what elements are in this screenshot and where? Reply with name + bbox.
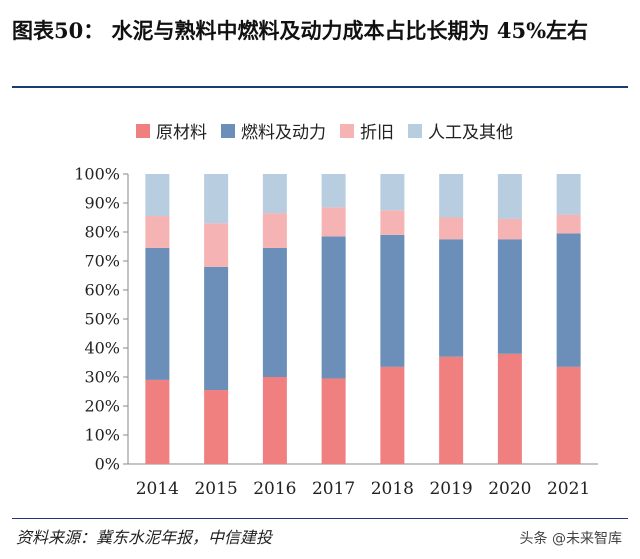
- bar-depreciation-2019: [439, 217, 464, 240]
- bar-fuel-power-2017: [321, 236, 346, 379]
- bar-labor-other-2017: [321, 174, 346, 208]
- bar-raw-material-2020: [497, 353, 522, 464]
- y-tick-label: 100%: [74, 165, 120, 184]
- source-divider: [12, 518, 628, 519]
- legend-item-fuel-power: 燃料及动力: [221, 118, 326, 143]
- legend-item-labor-other: 人工及其他: [408, 118, 513, 143]
- bar-fuel-power-2019: [439, 239, 464, 357]
- bar-raw-material-2015: [204, 390, 229, 464]
- legend: 原材料 燃料及动力 折旧 人工及其他: [136, 118, 527, 143]
- watermark: 头条 @未来智库: [519, 531, 622, 547]
- legend-swatch-labor-other: [408, 123, 422, 138]
- bar-depreciation-2017: [321, 207, 346, 237]
- bar-labor-other-2019: [439, 174, 464, 218]
- y-tick-label: 10%: [84, 426, 120, 445]
- bar-depreciation-2014: [145, 216, 170, 248]
- bar-raw-material-2019: [439, 356, 464, 464]
- bar-labor-other-2014: [145, 174, 170, 217]
- bar-fuel-power-2015: [204, 266, 229, 391]
- x-tick-label: 2014: [136, 479, 179, 499]
- y-tick-label: 30%: [84, 368, 120, 387]
- title-divider: [12, 86, 628, 88]
- bar-labor-other-2020: [497, 174, 522, 219]
- y-tick-label: 60%: [84, 281, 120, 300]
- bar-raw-material-2018: [380, 366, 405, 464]
- legend-item-depreciation: 折旧: [340, 118, 394, 143]
- bar-raw-material-2014: [145, 379, 170, 464]
- x-tick-label: 2017: [312, 479, 355, 499]
- y-tick-label: 20%: [84, 397, 120, 416]
- legend-label-depreciation: 折旧: [360, 123, 394, 143]
- bar-raw-material-2017: [321, 378, 346, 464]
- x-tick-label: 2016: [253, 479, 296, 499]
- x-tick-label: 2021: [547, 479, 590, 499]
- bar-labor-other-2021: [556, 174, 581, 215]
- bar-fuel-power-2014: [145, 247, 170, 380]
- bar-raw-material-2021: [556, 366, 581, 464]
- legend-swatch-fuel-power: [221, 123, 235, 138]
- bar-fuel-power-2021: [556, 233, 581, 367]
- bar-depreciation-2020: [497, 218, 522, 240]
- bar-labor-other-2016: [262, 174, 287, 214]
- x-tick-label: 2015: [194, 479, 237, 499]
- stacked-bar-chart: 0% 10% 20% 30% 40% 50% 60% 70% 80% 90% 100% 2014 201…: [74, 165, 598, 499]
- legend-label-labor-other: 人工及其他: [428, 123, 513, 143]
- x-tick-label: 2019: [429, 479, 472, 499]
- y-tick-label: 80%: [84, 223, 120, 242]
- bar-fuel-power-2020: [497, 239, 522, 354]
- y-tick-label: 0%: [95, 455, 120, 474]
- x-tick-label: 2018: [371, 479, 414, 499]
- legend-label-raw-material: 原材料: [156, 123, 207, 143]
- bar-labor-other-2015: [204, 174, 229, 224]
- y-tick-label: 50%: [84, 310, 120, 329]
- bar-depreciation-2021: [556, 214, 581, 234]
- y-tick-label: 70%: [84, 252, 120, 271]
- legend-swatch-raw-material: [136, 123, 150, 138]
- bar-depreciation-2016: [262, 213, 287, 248]
- bar-labor-other-2018: [380, 174, 405, 211]
- x-tick-label: 2020: [488, 479, 531, 499]
- bar-depreciation-2018: [380, 210, 405, 235]
- bar-fuel-power-2018: [380, 234, 405, 367]
- legend-label-fuel-power: 燃料及动力: [241, 123, 326, 143]
- source-note: 资料来源：冀东水泥年报，中信建投: [16, 528, 273, 547]
- bar-raw-material-2016: [262, 377, 287, 464]
- y-tick-label: 40%: [84, 339, 120, 358]
- y-tick-label: 90%: [84, 194, 120, 213]
- chart-title: 图表50： 水泥与熟料中燃料及动力成本占比长期为 45%左右: [12, 18, 589, 43]
- legend-item-raw-material: 原材料: [136, 118, 207, 143]
- bar-fuel-power-2016: [262, 247, 287, 377]
- bar-depreciation-2015: [204, 223, 229, 267]
- legend-swatch-depreciation: [340, 123, 354, 138]
